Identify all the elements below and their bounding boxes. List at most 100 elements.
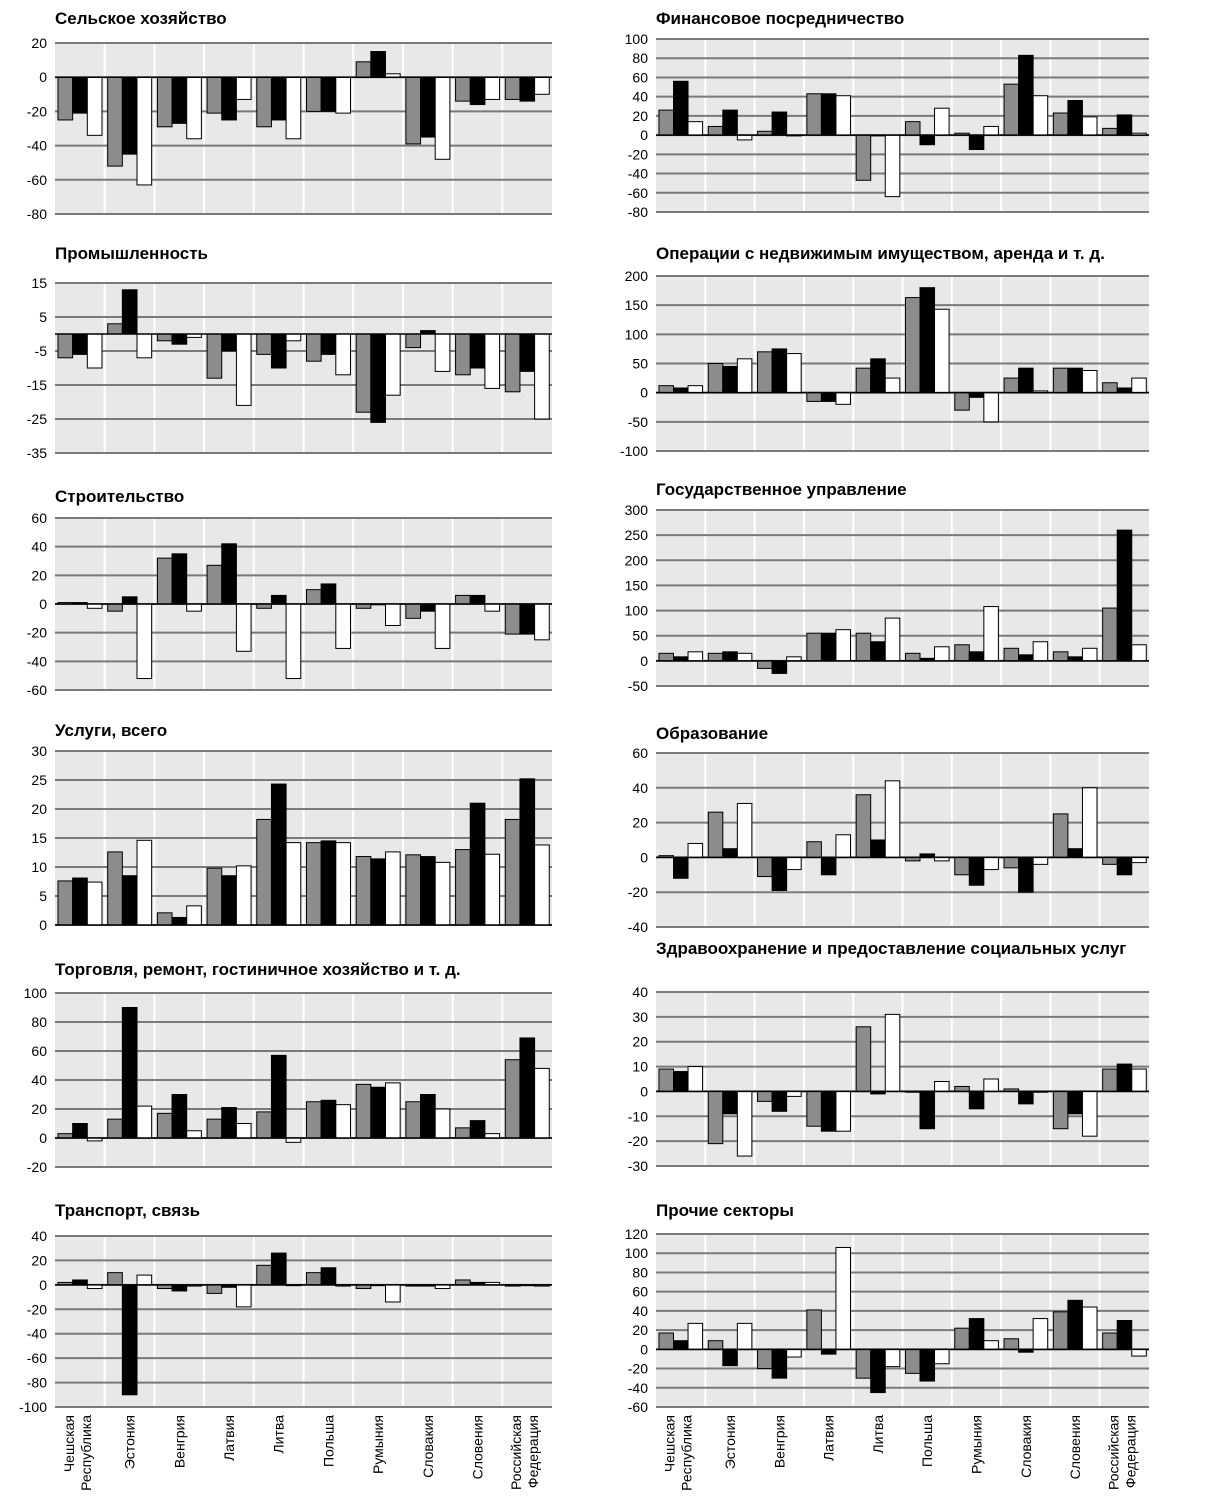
chart-title: Финансовое посредничество (656, 9, 904, 28)
bar-series-1 (256, 333, 272, 355)
bar-series-1 (1003, 856, 1020, 869)
y-tick-label: -80 (27, 206, 47, 222)
bar-series-3 (385, 1284, 401, 1303)
y-tick-label: -5 (35, 343, 48, 359)
bar-series-2 (968, 651, 985, 662)
bar-series-3 (687, 1066, 704, 1092)
bar-series-2 (1116, 114, 1133, 136)
bar-series-1 (1102, 382, 1118, 394)
y-tick-label: 60 (31, 1043, 47, 1059)
chart-panel-7: Услуги, всего 30 25 20 15 10 5 0 (31, 721, 552, 933)
bar-series-1 (156, 1112, 173, 1139)
bar-series-2 (1018, 856, 1034, 893)
bar-series-3 (335, 76, 351, 114)
bar-series-1 (305, 589, 322, 605)
bar-series-3 (136, 1105, 153, 1139)
bar-series-3 (484, 76, 501, 100)
bar-series-2 (171, 76, 188, 124)
bar-series-2 (870, 839, 886, 858)
bar-series-1 (305, 76, 322, 112)
bar-series-2 (469, 76, 486, 106)
bar-series-3 (235, 865, 252, 926)
bar-series-1 (405, 1101, 422, 1139)
bar-series-3 (86, 333, 103, 369)
bar-series-2 (820, 632, 837, 662)
y-tick-label: -10 (628, 1108, 648, 1124)
y-tick-label: 0 (640, 127, 648, 143)
chart-panel-2: Финансовое посредничество 100 80 60 40 20 0 -20… (625, 9, 1149, 220)
bar-series-2 (519, 1037, 536, 1139)
bar-series-3 (186, 1130, 202, 1139)
y-tick-label: 150 (625, 577, 649, 593)
bar-series-1 (757, 1090, 773, 1102)
bar-series-2 (1018, 654, 1034, 662)
y-tick-label: -50 (628, 414, 648, 430)
bar-series-2 (320, 1099, 337, 1139)
y-tick-label: -100 (620, 443, 648, 459)
bar-series-1 (256, 1111, 272, 1139)
bar-series-2 (771, 856, 788, 891)
bar-series-1 (57, 880, 74, 926)
bar-series-3 (884, 377, 901, 394)
bar-series-3 (1081, 1306, 1098, 1350)
bar-series-1 (806, 1090, 822, 1127)
bar-series-1 (455, 1127, 471, 1139)
bar-series-3 (884, 134, 901, 198)
bar-series-2 (171, 1284, 188, 1292)
chart-panel-11: Транспорт, связь 40 20 0 -20 -40 -60 -80 -100 Чеш… (19, 1201, 552, 1491)
bar-series-1 (1102, 127, 1118, 136)
bar-series-2 (171, 333, 188, 345)
bar-series-1 (855, 134, 872, 181)
y-tick-label: 50 (632, 628, 648, 644)
bar-series-3 (983, 1340, 999, 1350)
y-tick-label: 60 (31, 510, 47, 526)
bar-series-3 (983, 606, 999, 662)
bar-series-1 (855, 367, 872, 394)
chart-title: Торговля, ремонт, гостиничное хозяйство … (55, 960, 461, 979)
bar-series-3 (534, 603, 550, 641)
y-tick-label: -30 (628, 1158, 648, 1174)
bar-series-3 (934, 107, 950, 136)
bar-series-3 (285, 76, 302, 140)
x-category-label: Российская (508, 1415, 524, 1490)
bar-series-2 (1018, 54, 1034, 136)
bar-series-2 (771, 1090, 788, 1112)
bar-series-3 (484, 853, 501, 926)
bar-series-1 (855, 632, 872, 662)
bar-series-2 (320, 840, 337, 926)
bar-series-1 (757, 351, 773, 394)
bar-series-1 (806, 841, 822, 858)
y-tick-label: 0 (39, 1277, 47, 1293)
y-tick-label: 20 (632, 815, 648, 831)
bar-series-1 (455, 76, 471, 102)
bar-series-3 (983, 125, 999, 136)
bar-series-3 (736, 1322, 753, 1350)
bar-series-2 (420, 1094, 436, 1139)
x-category-label: Венгрия (171, 1415, 187, 1468)
bar-series-3 (235, 1284, 252, 1308)
bar-series-1 (305, 1272, 322, 1286)
bar-series-1 (1102, 856, 1118, 865)
bar-series-3 (335, 1104, 351, 1139)
bar-series-3 (335, 333, 351, 376)
bar-series-1 (707, 811, 724, 858)
bar-series-1 (156, 76, 173, 128)
bar-series-2 (420, 76, 436, 138)
bar-series-2 (370, 858, 386, 926)
bar-series-3 (285, 842, 302, 926)
y-tick-label: 300 (625, 502, 649, 518)
y-tick-label: 0 (640, 653, 648, 669)
x-category-label: Латвия (221, 1415, 237, 1461)
y-tick-label: 20 (31, 1252, 47, 1268)
bar-series-2 (1116, 856, 1133, 876)
bar-series-1 (904, 652, 921, 662)
bar-series-2 (370, 51, 386, 78)
x-category-label: Федерация (1122, 1415, 1138, 1488)
bar-series-2 (1067, 1090, 1083, 1115)
bar-series-3 (86, 76, 103, 136)
bar-series-2 (270, 1252, 287, 1286)
y-tick-label: -40 (27, 1326, 47, 1342)
y-tick-label: 5 (39, 888, 47, 904)
bar-series-3 (835, 392, 851, 405)
y-tick-label: -40 (27, 138, 47, 154)
